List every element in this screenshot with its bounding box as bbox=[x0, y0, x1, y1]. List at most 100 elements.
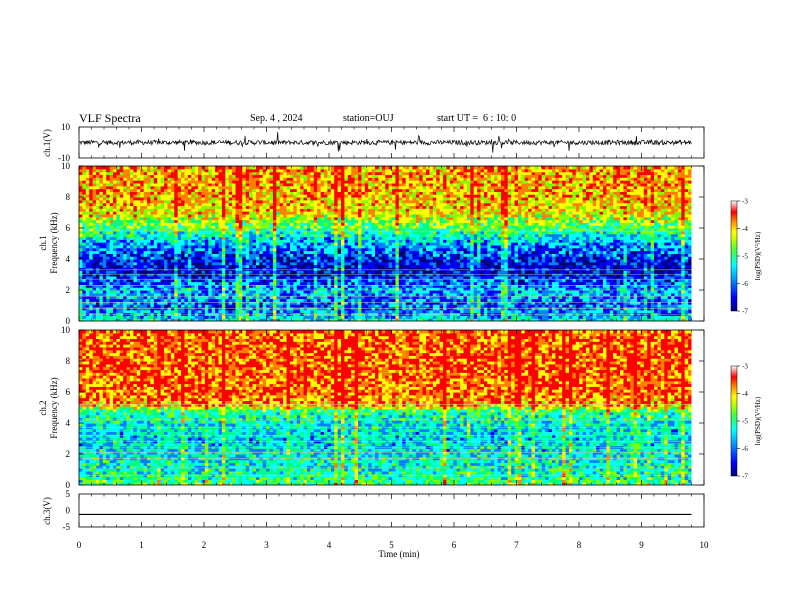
ch1-spectrogram-cell bbox=[249, 225, 254, 229]
ch1-spectrogram-cell bbox=[286, 253, 291, 257]
ch1-spectrogram-cell bbox=[198, 188, 203, 192]
ch1-spectrogram-cell bbox=[150, 213, 155, 218]
ch1-spectrogram-cell bbox=[177, 233, 182, 238]
ch1-spectrogram-cell bbox=[82, 174, 87, 178]
ch1-spectrogram-cell bbox=[102, 208, 107, 212]
ch1-spectrogram-cell bbox=[126, 208, 131, 212]
ch1-spectrogram-cell bbox=[378, 242, 383, 246]
ch1-spectrogram-cell bbox=[181, 208, 186, 212]
ch1-spectrogram-cell bbox=[385, 253, 390, 257]
ch1-spectrogram-cell bbox=[123, 197, 128, 201]
ch1-spectrogram-cell bbox=[235, 233, 240, 238]
ch1-spectrogram-cell bbox=[361, 295, 366, 300]
ch1-spectrogram-cell bbox=[116, 199, 121, 204]
ch1-spectrogram-cell bbox=[187, 281, 192, 285]
ch1-spectrogram-cell bbox=[276, 199, 281, 204]
ch1-spectrogram-cell bbox=[130, 216, 135, 221]
ch1-spectrogram-cell bbox=[327, 275, 332, 280]
ch1-spectrogram-cell bbox=[303, 259, 308, 263]
ch1-spectrogram-cell bbox=[293, 287, 298, 291]
ch1-spectrogram-cell bbox=[371, 318, 376, 321]
ch1-spectrogram-cell bbox=[96, 222, 101, 226]
ch1-spectrogram-cell bbox=[303, 301, 308, 305]
ch1-spectrogram-cell bbox=[262, 287, 267, 291]
ch1-spectrogram-cell bbox=[187, 213, 192, 218]
ch1-spectrogram-cell bbox=[306, 219, 311, 223]
ch1-spectrogram-cell bbox=[174, 242, 179, 246]
ch1-spectrogram-cell bbox=[279, 318, 284, 321]
ch1-spectrogram-cell bbox=[102, 230, 107, 235]
ch1-spectrogram-cell bbox=[150, 194, 155, 198]
ch1-spectrogram-cell bbox=[116, 318, 121, 321]
ch1-spectrogram-cell bbox=[358, 219, 363, 223]
ch1-spectrogram-cell bbox=[170, 267, 175, 271]
ch1-spectrogram-cell bbox=[167, 239, 172, 243]
ch1-spectrogram-cell bbox=[106, 191, 111, 195]
ch1-spectrogram-cell bbox=[238, 182, 243, 187]
ch1-spectrogram-cell bbox=[109, 194, 114, 198]
ch1-spectrogram-cell bbox=[82, 256, 87, 260]
ch1-spectrogram-cell bbox=[368, 301, 373, 305]
ch1-spectrogram-cell bbox=[218, 315, 223, 319]
ch1-spectrogram-cell bbox=[303, 166, 308, 170]
ch1-spectrogram-cell bbox=[174, 211, 179, 215]
ch1-spectrogram-cell bbox=[174, 182, 179, 187]
ch1-spectrogram-cell bbox=[153, 250, 158, 254]
ch1-spectrogram-cell bbox=[313, 242, 318, 246]
ch1-spectrogram-cell bbox=[160, 278, 165, 283]
ch1-spectrogram-cell bbox=[102, 301, 107, 305]
ch1-spectrogram-cell bbox=[153, 309, 158, 314]
ch1-spectrogram-cell bbox=[306, 188, 311, 192]
ch1-spectrogram-cell bbox=[96, 194, 101, 198]
ch1-spectrogram-cell bbox=[228, 174, 233, 178]
ch1-spectrogram-cell bbox=[255, 315, 260, 319]
ch1-spectrogram-cell bbox=[184, 177, 189, 181]
ch1-spectrogram-cell bbox=[242, 261, 247, 266]
ch1-spectrogram-cell bbox=[150, 219, 155, 223]
ch1-spectrogram-cell bbox=[181, 281, 186, 285]
ch1-spectrogram-cell bbox=[235, 247, 240, 252]
ch1-spectrogram-cell bbox=[113, 253, 118, 257]
ch1-spectrogram-cell bbox=[116, 259, 121, 263]
ch1-spectrogram-cell bbox=[113, 264, 118, 269]
ch1-spectrogram-cell bbox=[89, 256, 94, 260]
ch1-spectrogram-cell bbox=[341, 315, 346, 319]
ch1-spectrogram-cell bbox=[272, 315, 277, 319]
ch1-spectrogram-cell bbox=[364, 312, 369, 316]
ch1-spectrogram-cell bbox=[259, 211, 264, 215]
ch1-spectrogram-cell bbox=[174, 194, 179, 198]
ch1-spectrogram-cell bbox=[153, 278, 158, 283]
ch1-spectrogram-cell bbox=[262, 233, 267, 238]
ch1-spectrogram-cell bbox=[385, 270, 390, 274]
ch1-spectrogram-cell bbox=[266, 253, 271, 257]
ch1-spectrogram-cell bbox=[245, 270, 250, 274]
ch1-spectrogram-cell bbox=[296, 301, 301, 305]
ch1-spectrogram-cell bbox=[334, 211, 339, 215]
ch1-spectrogram-cell bbox=[235, 292, 240, 297]
ch1-spectrogram-cell bbox=[354, 233, 359, 238]
ch1-spectrogram-cell bbox=[306, 230, 311, 235]
ch1-spectrogram-cell bbox=[187, 318, 192, 321]
ch1-spectrogram-cell bbox=[378, 281, 383, 285]
ch1-spectrogram-cell bbox=[269, 182, 274, 187]
ch1-spectrogram-cell bbox=[289, 287, 294, 291]
ch1-spectrogram-cell bbox=[160, 230, 165, 235]
ch1-spectrogram-cell bbox=[320, 318, 325, 321]
ch1-spectrogram-cell bbox=[157, 194, 162, 198]
ch1-spectrogram-cell bbox=[269, 216, 274, 221]
ch1-spectrogram-cell bbox=[109, 301, 114, 305]
ch1-spectrogram-cell bbox=[276, 236, 281, 240]
ch1-spectrogram-cell bbox=[106, 287, 111, 291]
ch1-spectrogram-cell bbox=[259, 222, 264, 226]
ch1-spectrogram-cell bbox=[82, 284, 87, 288]
ch1-spectrogram-cell bbox=[123, 301, 128, 305]
ch1-spectrogram-cell bbox=[164, 247, 169, 252]
ch1-spectrogram-cell bbox=[293, 168, 298, 173]
ch1-spectrogram-cell bbox=[334, 197, 339, 201]
ch1-spectrogram-cell bbox=[167, 174, 172, 178]
ch1-spectrogram-cell bbox=[92, 242, 97, 246]
ch1-spectrogram-cell bbox=[364, 194, 369, 198]
ch1-spectrogram-cell bbox=[368, 166, 373, 170]
ch1-spectrogram-cell bbox=[167, 301, 172, 305]
ch1-spectrogram-cell bbox=[327, 261, 332, 266]
